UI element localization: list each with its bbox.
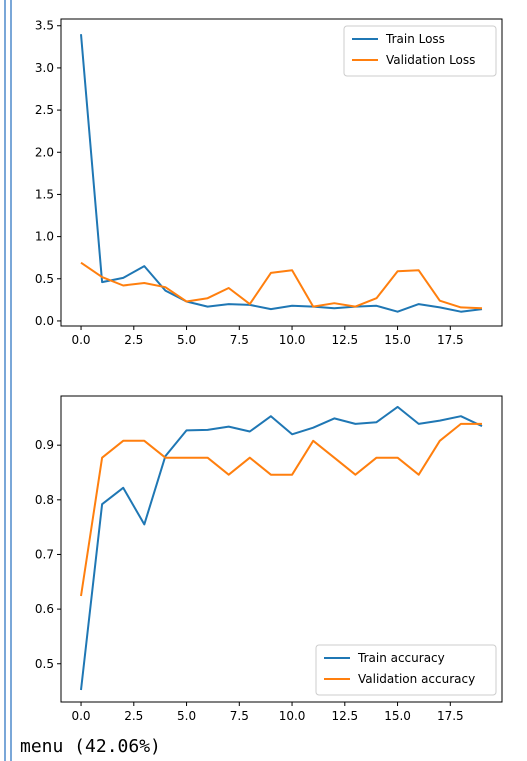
y-tick-label: 2.0 (35, 145, 54, 159)
series-line-train-accuracy (80, 405, 483, 691)
axes-frame (60, 18, 503, 327)
y-tick-label: 0.9 (35, 438, 54, 452)
y-tick-label: 2.5 (35, 103, 54, 117)
x-tick-label: 17.5 (437, 709, 464, 723)
axes-frame (60, 395, 503, 703)
legend-box (343, 25, 497, 77)
cell-gutter (0, 0, 14, 761)
legend: Train Loss Validation Loss (343, 25, 497, 77)
y-tick-label: 3.0 (35, 61, 54, 75)
x-tick-label: 10.0 (279, 709, 306, 723)
legend: Train accuracy Validation accuracy (315, 644, 497, 696)
legend-label: Validation accuracy (358, 672, 475, 686)
x-tick-label: 0.0 (71, 709, 90, 723)
y-tick-label: 0.0 (35, 314, 54, 328)
x-tick-label: 10.0 (279, 333, 306, 347)
series-line-train-loss (80, 34, 483, 313)
y-tick-label: 0.8 (35, 493, 54, 507)
x-tick-label: 5.0 (177, 333, 196, 347)
cell-gutter-bar (4, 0, 6, 761)
y-tick-label: 0.5 (35, 272, 54, 286)
series-line-validation-loss (80, 261, 483, 310)
x-tick-label: 7.5 (230, 333, 249, 347)
y-tick-label: 1.5 (35, 187, 54, 201)
x-tick-label: 0.0 (71, 333, 90, 347)
x-tick-label: 7.5 (230, 709, 249, 723)
x-tick-label: 15.0 (384, 333, 411, 347)
cell-gutter-bar (10, 0, 12, 761)
y-tick-label: 1.0 (35, 230, 54, 244)
output-text: menu (42.06%) (20, 736, 161, 757)
series-line-validation-accuracy (80, 422, 482, 597)
x-tick-label: 2.5 (124, 709, 143, 723)
x-tick-label: 12.5 (331, 709, 358, 723)
x-tick-label: 15.0 (384, 709, 411, 723)
y-tick-label: 0.6 (35, 602, 54, 616)
legend-label: Train Loss (385, 32, 445, 46)
chart-2: 0.0 2.5 5.0 7.5 10.0 12.5 15.0 17.5 0.5 0.6 0.7 0.8… (35, 395, 503, 723)
y-tick-label: 0.5 (35, 657, 54, 671)
legend-label: Train accuracy (357, 651, 445, 665)
y-tick-label: 0.7 (35, 547, 54, 561)
x-tick-label: 5.0 (177, 709, 196, 723)
x-tick-label: 2.5 (124, 333, 143, 347)
y-tick-label: 3.5 (35, 19, 54, 33)
x-tick-label: 17.5 (437, 333, 464, 347)
x-tick-label: 12.5 (331, 333, 358, 347)
legend-label: Validation Loss (386, 53, 475, 67)
chart-1: 0.0 2.5 5.0 7.5 10.0 12.5 15.0 17.5 0.0 0.5 1.0 1.5… (35, 18, 503, 347)
legend-box (315, 644, 497, 696)
